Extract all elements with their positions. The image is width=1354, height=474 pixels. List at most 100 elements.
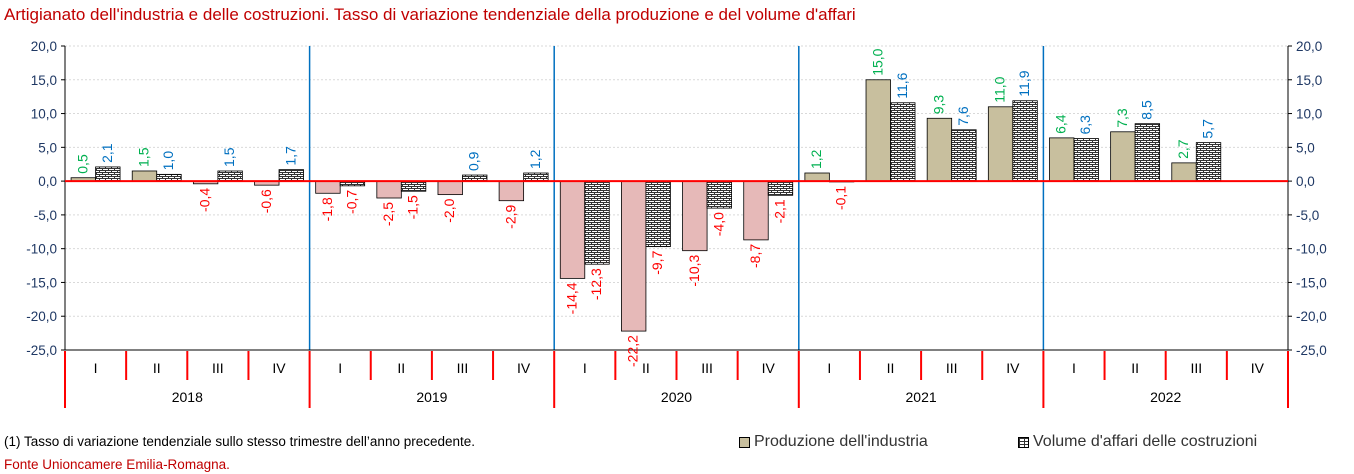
y-tick-label-right: 5,0 — [1296, 140, 1315, 155]
data-label-volume: -4,0 — [710, 212, 726, 236]
data-label-production: -0,6 — [258, 189, 274, 213]
x-tick-label-quarter: IV — [1251, 360, 1265, 376]
bar-volume — [1073, 138, 1099, 182]
y-tick-label: -5,0 — [34, 208, 57, 223]
x-tick-label-quarter: II — [397, 360, 405, 376]
data-label-volume: 1,0 — [160, 151, 176, 171]
x-tick-label-year: 2022 — [1150, 389, 1181, 405]
y-tick-label: 10,0 — [31, 107, 57, 122]
data-label-volume: 7,6 — [955, 106, 971, 126]
bar-production — [376, 180, 402, 199]
bar-production — [559, 180, 586, 279]
data-label-volume: 1,5 — [221, 147, 237, 167]
y-tick-label: -20,0 — [26, 309, 57, 324]
x-tick-label-quarter: II — [887, 360, 895, 376]
bar-volume — [951, 129, 977, 182]
y-tick-label: -15,0 — [26, 275, 57, 290]
x-tick-label-year: 2019 — [416, 389, 447, 405]
x-tick-label-quarter: IV — [762, 360, 776, 376]
data-label-production: -14,4 — [564, 282, 580, 314]
footnote: (1) Tasso di variazione tendenziale sull… — [4, 434, 476, 449]
data-label-volume: 11,9 — [1016, 70, 1032, 96]
bar-volume — [217, 170, 243, 182]
bar-volume — [645, 180, 671, 248]
data-label-volume: 1,7 — [282, 146, 298, 166]
bar-production — [804, 172, 830, 182]
y-tick-label-right: 20,0 — [1296, 39, 1322, 54]
bar-production — [865, 79, 891, 182]
bar-production — [1171, 162, 1197, 182]
x-tick-label-quarter: I — [338, 360, 342, 376]
data-label-volume: 1,2 — [527, 149, 543, 169]
x-tick-label-quarter: III — [457, 360, 469, 376]
bar-production — [131, 170, 158, 182]
bar-production — [1110, 131, 1136, 182]
data-label-volume: 6,3 — [1077, 115, 1093, 135]
data-label-volume: -0,7 — [343, 190, 359, 214]
data-label-production: 0,5 — [74, 154, 90, 174]
x-tick-label-year: 2018 — [172, 389, 203, 405]
x-tick-label-quarter: IV — [272, 360, 286, 376]
x-tick-label-quarter: I — [827, 360, 831, 376]
y-tick-label-right: -5,0 — [1296, 208, 1319, 223]
data-label-production: -0,4 — [197, 188, 213, 212]
y-tick-label-right: -10,0 — [1296, 242, 1327, 257]
legend-label-volume: Volume d'affari delle costruzioni — [1033, 433, 1258, 450]
data-label-volume: 8,5 — [1138, 100, 1154, 120]
bar-volume — [278, 169, 304, 182]
data-label-production: -8,7 — [747, 244, 763, 268]
x-tick-label-quarter: II — [642, 360, 650, 376]
data-label-volume: -2,1 — [771, 199, 787, 223]
legend-swatch-volume — [1018, 436, 1029, 448]
source-note: Fonte Unioncamere Emilia-Romagna. — [4, 457, 230, 472]
x-tick-label-year: 2020 — [661, 389, 692, 405]
y-tick-label: 20,0 — [31, 39, 57, 54]
y-tick-label-right: -25,0 — [1296, 343, 1327, 358]
x-tick-label-quarter: II — [153, 360, 161, 376]
x-tick-label-quarter: III — [701, 360, 713, 376]
data-label-production: -22,2 — [625, 335, 641, 367]
bar-volume — [1012, 100, 1038, 182]
x-tick-label-quarter: I — [1072, 360, 1076, 376]
bar-production — [437, 180, 463, 196]
bar-volume — [95, 166, 121, 182]
y-tick-label-right: 15,0 — [1296, 73, 1322, 88]
legend-label-production: Produzione dell'industria — [754, 433, 928, 450]
x-tick-label-quarter: I — [94, 360, 98, 376]
legend-swatch-production — [739, 436, 750, 448]
data-label-production: 1,5 — [135, 147, 151, 167]
x-tick-label-quarter: I — [583, 360, 587, 376]
bar-volume — [706, 180, 732, 209]
legend-item-production: Produzione dell'industria — [739, 433, 928, 451]
y-tick-label: 15,0 — [31, 73, 57, 88]
bar-production — [682, 180, 708, 252]
data-label-production: 7,3 — [1114, 108, 1130, 128]
data-label-volume: -12,3 — [588, 268, 604, 300]
data-label-production: 15,0 — [869, 48, 885, 75]
data-label-production: 11,0 — [992, 76, 1008, 102]
data-label-volume: 0,9 — [466, 151, 482, 171]
bar-volume — [523, 172, 549, 182]
x-tick-label-quarter: II — [1131, 360, 1139, 376]
x-tick-label-quarter: III — [212, 360, 224, 376]
data-label-production: 9,3 — [930, 95, 946, 115]
bar-production — [987, 106, 1014, 182]
x-tick-label-quarter: III — [946, 360, 958, 376]
data-label-production: -10,3 — [686, 254, 702, 286]
y-tick-label-right: 10,0 — [1296, 107, 1322, 122]
data-label-volume: -9,7 — [649, 250, 665, 274]
data-label-production: 6,4 — [1053, 114, 1069, 134]
chart-title: Artigianato dell'industria e delle costr… — [4, 5, 856, 24]
y-tick-label-right: -20,0 — [1296, 309, 1327, 324]
data-label-production: 2,7 — [1175, 139, 1191, 159]
data-label-production: -2,5 — [380, 202, 396, 226]
bar-production — [498, 180, 525, 202]
y-tick-label-right: -15,0 — [1296, 275, 1327, 290]
data-label-volume: 2,1 — [99, 143, 115, 163]
x-tick-label-quarter: III — [1190, 360, 1202, 376]
bar-volume — [767, 180, 794, 196]
bar-volume — [156, 173, 182, 182]
data-label-production: 1,2 — [808, 149, 824, 169]
data-label-volume: 11,6 — [894, 72, 910, 98]
bar-production — [621, 180, 647, 332]
